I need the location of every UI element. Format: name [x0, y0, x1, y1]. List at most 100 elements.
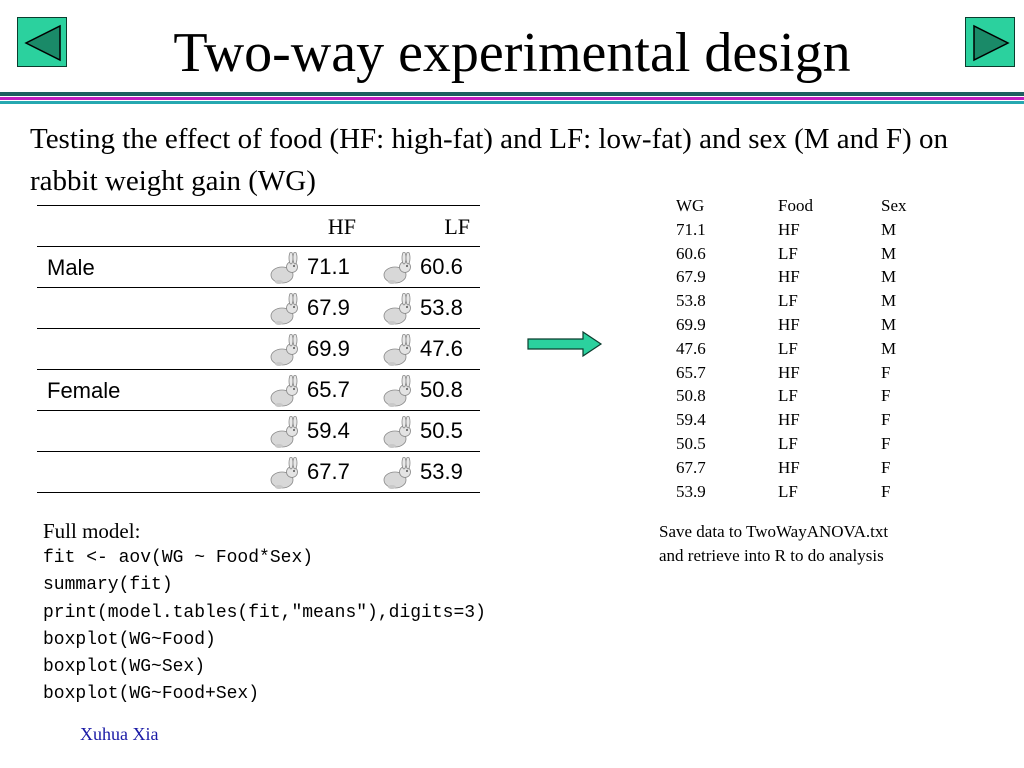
- listing-wg: 67.7: [676, 457, 706, 477]
- code-line: print(model.tables(fit,"means"),digits=3…: [43, 602, 486, 623]
- listing-wg: 53.8: [676, 291, 706, 311]
- code-line: boxplot(WG~Sex): [43, 657, 206, 678]
- listing-food: HF: [778, 267, 800, 287]
- lf-value: 47.6: [420, 336, 463, 361]
- listing-food: LF: [778, 338, 798, 358]
- rabbit-icon: [383, 457, 411, 489]
- listing-sex: F: [881, 362, 891, 382]
- listing-wg: 67.9: [676, 267, 706, 287]
- listing-food: HF: [778, 457, 800, 477]
- listing-food: LF: [778, 481, 798, 501]
- listing-food: HF: [778, 410, 800, 430]
- hf-value: 59.4: [307, 418, 350, 443]
- intro-text: Testing the effect of food (HF: high-fat…: [30, 123, 948, 197]
- note-line: and retrieve into R to do analysis: [659, 546, 884, 565]
- listing-food: LF: [778, 386, 798, 406]
- hf-cell: 71.1: [269, 251, 359, 285]
- note-line: Save data to TwoWayANOVA.txt: [659, 522, 889, 541]
- hf-cell: 65.7: [269, 374, 359, 408]
- listing-food: HF: [778, 219, 800, 239]
- listing-wg: 59.4: [676, 410, 706, 430]
- listing-wg: 53.9: [676, 481, 706, 501]
- lf-value: 53.9: [420, 459, 463, 484]
- lf-cell: 53.9: [382, 456, 472, 490]
- hf-value: 67.9: [307, 295, 350, 320]
- design-table-row: 59.4 50.5: [37, 410, 480, 451]
- sex-label: Female: [47, 378, 121, 403]
- previous-slide-button[interactable]: [17, 17, 67, 67]
- listing-wg: 50.8: [676, 386, 706, 406]
- lf-value: 53.8: [420, 295, 463, 320]
- listing-sex: F: [881, 433, 891, 453]
- listing-wg: 60.6: [676, 243, 706, 263]
- listing-sex: F: [881, 410, 891, 430]
- model-label: Full model:: [43, 519, 141, 543]
- lf-value: 60.6: [420, 254, 463, 279]
- listing-wg: 47.6: [676, 338, 706, 358]
- rabbit-icon: [270, 334, 298, 366]
- design-table-header: HF LF: [37, 205, 480, 246]
- design-table-row: 67.7 53.9: [37, 451, 480, 493]
- hf-cell: 67.9: [269, 292, 359, 326]
- listing-wg: 65.7: [676, 362, 706, 382]
- lf-cell: 53.8: [382, 292, 472, 326]
- listing-sex: M: [881, 219, 897, 239]
- design-table-row: 67.9 53.8: [37, 287, 480, 328]
- header-rule-teal: [0, 92, 1024, 96]
- listing-sex: M: [881, 291, 897, 311]
- header-hf: HF: [327, 214, 356, 239]
- listing-sex: F: [881, 386, 891, 406]
- header-rule-magenta: [0, 97, 1024, 100]
- rabbit-icon: [270, 293, 298, 325]
- lf-value: 50.5: [420, 418, 463, 443]
- lf-cell: 60.6: [382, 251, 472, 285]
- rabbit-icon: [383, 334, 411, 366]
- listing-sex: M: [881, 338, 897, 358]
- listing-food: LF: [778, 291, 798, 311]
- save-data-note: Save data to TwoWayANOVA.txt and retriev…: [659, 520, 888, 568]
- hf-cell: 69.9: [269, 333, 359, 367]
- lf-cell: 50.5: [382, 415, 472, 449]
- code-line: boxplot(WG~Food+Sex): [43, 684, 260, 705]
- listing-header-food: Food: [778, 196, 813, 215]
- code-line: summary(fit): [43, 575, 173, 596]
- rabbit-icon: [383, 375, 411, 407]
- listing-header-wg: WG: [676, 196, 705, 215]
- listing-food: LF: [778, 433, 798, 453]
- lf-value: 50.8: [420, 377, 463, 402]
- listing-wg: 50.5: [676, 433, 706, 453]
- hf-value: 65.7: [307, 377, 350, 402]
- sex-label: Male: [47, 255, 95, 280]
- rabbit-icon: [270, 375, 298, 407]
- hf-value: 69.9: [307, 336, 350, 361]
- next-slide-button[interactable]: [965, 17, 1015, 67]
- rabbit-icon: [270, 457, 298, 489]
- header-lf: LF: [444, 214, 470, 239]
- listing-wg: 69.9: [676, 314, 706, 334]
- design-table-row: 69.9 47.6: [37, 328, 480, 369]
- listing-sex: F: [881, 481, 891, 501]
- rabbit-icon: [383, 252, 411, 284]
- listing-sex: M: [881, 267, 897, 287]
- triangle-right-icon: [973, 24, 1010, 62]
- listing-sex: M: [881, 243, 897, 263]
- hf-cell: 67.7: [269, 456, 359, 490]
- listing-food: HF: [778, 314, 800, 334]
- listing-food: HF: [778, 362, 800, 382]
- listing-wg: 71.1: [676, 219, 706, 239]
- author-name: Xuhua Xia: [80, 724, 159, 744]
- design-table: HF LF Male 71.1 60.6 67.9 53.8 69.9 47.6 Female…: [37, 205, 480, 493]
- header-rule-cyan: [0, 101, 1024, 104]
- page-title: Two-way experimental design: [173, 22, 851, 84]
- design-table-row: Female 65.7 50.8: [37, 369, 480, 410]
- lf-cell: 50.8: [382, 374, 472, 408]
- code-line: boxplot(WG~Food): [43, 629, 216, 650]
- rabbit-icon: [270, 252, 298, 284]
- triangle-left-icon: [24, 24, 61, 62]
- arrow-right-icon: [527, 330, 603, 358]
- lf-cell: 47.6: [382, 333, 472, 367]
- rabbit-icon: [383, 293, 411, 325]
- design-table-row: Male 71.1 60.6: [37, 246, 480, 287]
- listing-header-sex: Sex: [881, 196, 907, 215]
- rabbit-icon: [270, 416, 298, 448]
